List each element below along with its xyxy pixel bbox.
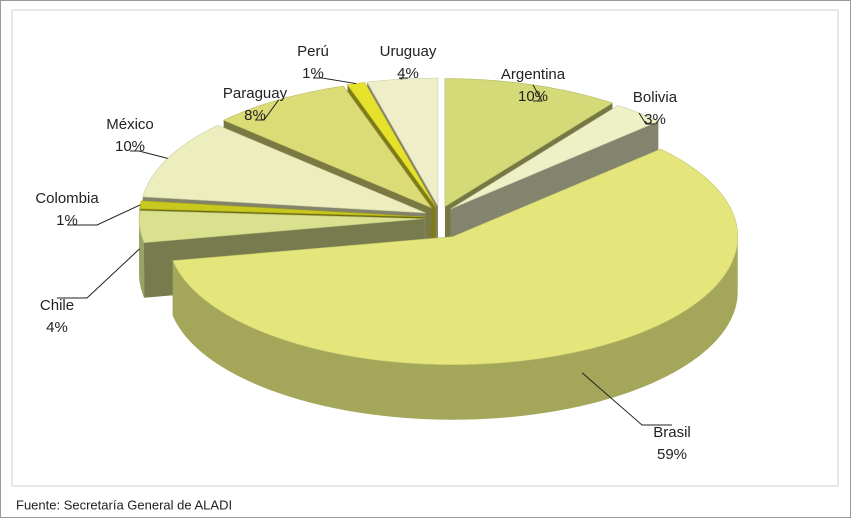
slice: [346, 82, 436, 207]
slice-side: [172, 236, 738, 420]
slice-label: Colombia: [35, 190, 99, 207]
slice-label: Argentina: [501, 66, 566, 83]
slice-value-label: 4%: [397, 65, 419, 82]
leader-line: [57, 248, 140, 299]
slice-value-label: 59%: [657, 446, 687, 463]
slice: [366, 77, 439, 208]
slice-label: Chile: [40, 297, 74, 314]
slice-label: Uruguay: [380, 43, 437, 60]
slice-label: Brasil: [653, 424, 691, 441]
leader-line: [638, 112, 655, 125]
slice-value-label: 4%: [46, 319, 68, 336]
slice-value-label: 10%: [115, 138, 145, 155]
slice: [138, 210, 425, 244]
slice-label: Perú: [297, 43, 329, 60]
leader-line: [581, 372, 672, 426]
leader-line: [313, 77, 357, 85]
leader-line: [532, 84, 543, 102]
slice: [444, 78, 614, 208]
slice: [172, 148, 739, 366]
leader-line: [398, 77, 408, 80]
slice: [450, 105, 660, 210]
slice-label: Bolivia: [633, 89, 678, 106]
slice-side: [139, 218, 145, 298]
leader-line: [67, 204, 141, 226]
slice-value-label: 10%: [518, 88, 548, 105]
slice-value-label: 1%: [302, 65, 324, 82]
pie: [138, 77, 739, 420]
slice: [139, 200, 425, 218]
leader-line: [130, 150, 168, 159]
source-note: Fuente: Secretaría General de ALADI: [16, 497, 232, 512]
slice-value-label: 8%: [244, 107, 266, 124]
slice-value-label: 3%: [644, 111, 666, 128]
slice-label: Paraguay: [223, 85, 288, 102]
slice-label: México: [106, 116, 154, 133]
leader-line: [255, 99, 280, 121]
slice-value-label: 1%: [56, 212, 78, 229]
